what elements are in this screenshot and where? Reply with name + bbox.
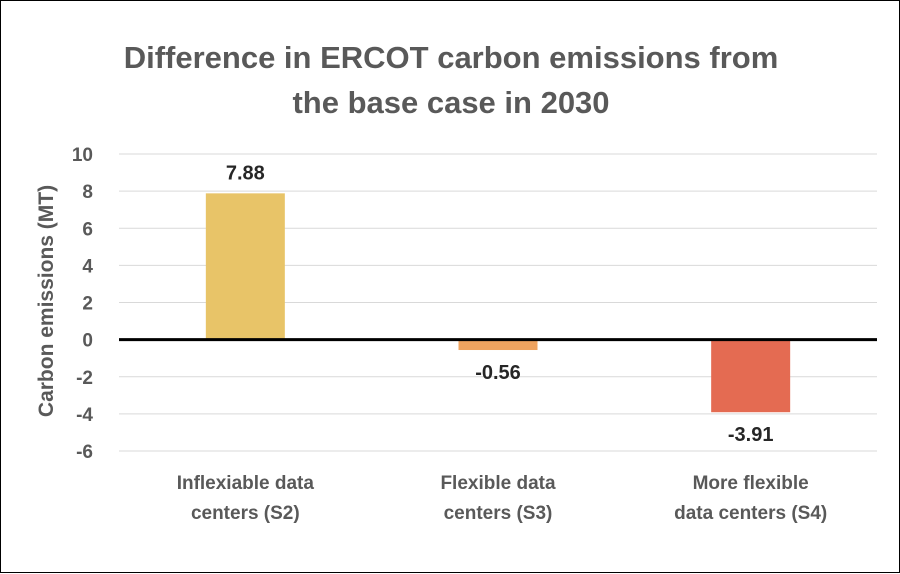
category-label-3-line-1: More flexible <box>693 473 809 494</box>
bar-1 <box>205 193 285 340</box>
data-labels: 7.88 -0.56 -3.91 <box>226 162 774 446</box>
chart-title-line-1: Difference in ERCOT carbon emissions fro… <box>124 40 779 75</box>
y-tick-label: 2 <box>82 294 93 315</box>
category-label-2-line-2: centers (S3) <box>444 503 553 524</box>
chart-title-line-2: the base case in 2030 <box>292 85 609 120</box>
y-tick-label: 6 <box>82 219 93 240</box>
category-label-2-line-1: Flexible data <box>440 473 556 494</box>
y-axis-label: Carbon emissions (MT) <box>35 185 58 417</box>
data-label-3: -3.91 <box>728 424 774 446</box>
category-labels: Inflexiable data centers (S2) Flexible dat… <box>177 473 828 524</box>
y-tick-label: 0 <box>82 331 93 352</box>
bar-3 <box>711 339 791 413</box>
y-tick-label: 8 <box>82 182 93 203</box>
category-label-1-line-2: centers (S2) <box>191 503 300 524</box>
category-label-3-line-2: data centers (S4) <box>674 503 827 524</box>
y-tick-label: 10 <box>72 145 93 166</box>
data-label-1: 7.88 <box>226 162 265 184</box>
y-tick-label: -4 <box>76 405 93 426</box>
y-tick-label: 4 <box>82 256 93 277</box>
y-axis-ticks: 10 8 6 4 2 0 -2 -4 -6 <box>72 145 94 463</box>
y-tick-label: -2 <box>76 368 93 389</box>
category-label-1-line-1: Inflexiable data <box>177 473 315 494</box>
bars <box>205 193 791 413</box>
y-tick-label: -6 <box>76 442 93 463</box>
bar-2 <box>458 339 538 351</box>
data-label-2: -0.56 <box>475 362 521 384</box>
